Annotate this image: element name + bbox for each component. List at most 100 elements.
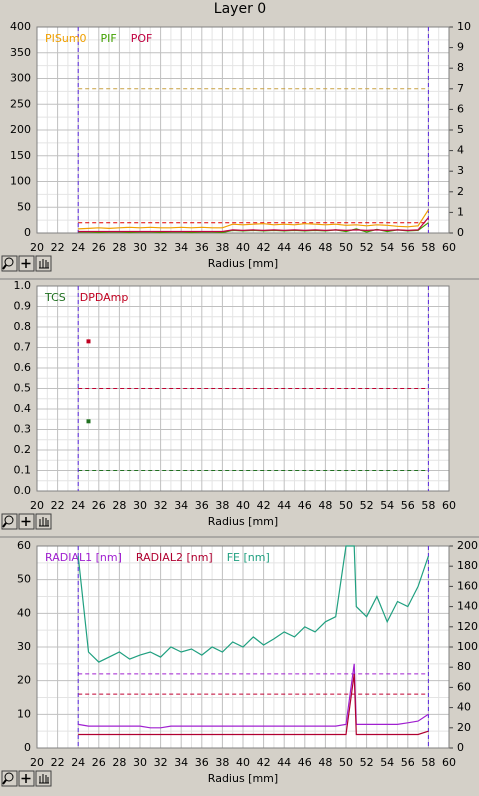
y-tick-label: 100 [10, 175, 31, 188]
x-tick-label: 34 [174, 499, 188, 512]
series-line [78, 663, 429, 729]
y-tick-label: 0.2 [14, 443, 32, 456]
x-tick-label: 30 [133, 499, 147, 512]
plot-frame [36, 26, 450, 234]
x-tick-label: 56 [401, 499, 415, 512]
y-tick-label: 200 [10, 123, 31, 136]
y-tick-label: 60 [17, 539, 31, 552]
x-tick-label: 40 [236, 499, 250, 512]
y2-tick-label: 100 [457, 640, 478, 653]
hand-icon [39, 774, 49, 784]
x-tick-label: 24 [71, 499, 85, 512]
x-tick-label: 46 [298, 756, 312, 769]
y2-tick-label: 160 [457, 579, 478, 592]
x-tick-label: 36 [195, 241, 209, 254]
y2-tick-label: 9 [457, 41, 464, 54]
y-tick-label: 0.7 [14, 341, 32, 354]
plus-icon [21, 259, 31, 268]
plot-frame [36, 545, 450, 749]
x-tick-label: 52 [360, 241, 374, 254]
x-tick-label: 42 [257, 499, 271, 512]
x-tick-label: 48 [318, 756, 332, 769]
y-tick-label: 300 [10, 72, 31, 85]
y-tick-label: 50 [17, 573, 31, 586]
y-tick-label: 0.9 [14, 300, 32, 313]
y2-tick-label: 2 [457, 185, 464, 198]
x-tick-label: 50 [339, 499, 353, 512]
x-tick-label: 52 [360, 756, 374, 769]
y2-tick-label: 6 [457, 102, 464, 115]
x-tick-label: 42 [257, 756, 271, 769]
x-tick-label: 50 [339, 756, 353, 769]
point [86, 339, 91, 344]
x-tick-label: 24 [71, 241, 85, 254]
hand-icon [39, 517, 49, 527]
y-tick-label: 30 [17, 640, 31, 653]
zoom-icon [2, 264, 7, 270]
x-tick-label: 20 [30, 241, 44, 254]
x-tick-label: 32 [154, 499, 168, 512]
x-tick-label: 28 [112, 499, 126, 512]
y2-tick-label: 180 [457, 559, 478, 572]
legend-entry: RADIAL2 [nm] [136, 551, 213, 564]
y2-tick-label: 1 [457, 205, 464, 218]
legend-entry: RADIAL1 [nm] [45, 551, 122, 564]
y2-tick-label: 8 [457, 61, 464, 74]
x-tick-label: 20 [30, 756, 44, 769]
x-tick-label: 36 [195, 756, 209, 769]
x-tick-label: 38 [215, 499, 229, 512]
x-tick-label: 28 [112, 241, 126, 254]
y2-tick-label: 40 [457, 701, 471, 714]
y-tick-label: 50 [17, 200, 31, 213]
x-tick-label: 52 [360, 499, 374, 512]
x-tick-label: 44 [277, 499, 291, 512]
x-axis-label: Radius [mm] [208, 257, 278, 270]
x-tick-label: 60 [442, 756, 456, 769]
x-tick-label: 24 [71, 756, 85, 769]
y-tick-label: 0.1 [14, 464, 32, 477]
series-line [78, 217, 429, 233]
x-tick-label: 22 [51, 499, 65, 512]
x-tick-label: 36 [195, 499, 209, 512]
y-tick-label: 20 [17, 674, 31, 687]
legend-entry: POF [131, 32, 153, 45]
x-tick-label: 46 [298, 499, 312, 512]
x-tick-label: 22 [51, 756, 65, 769]
y-tick-label: 0.5 [14, 382, 32, 395]
x-tick-label: 58 [421, 499, 435, 512]
y2-tick-label: 120 [457, 620, 478, 633]
x-tick-label: 56 [401, 241, 415, 254]
x-axis-label: Radius [mm] [208, 515, 278, 528]
x-tick-label: 32 [154, 241, 168, 254]
x-tick-label: 48 [318, 499, 332, 512]
x-tick-label: 50 [339, 241, 353, 254]
y-tick-label: 400 [10, 20, 31, 33]
plus-icon [21, 774, 31, 783]
x-tick-label: 56 [401, 756, 415, 769]
x-tick-label: 44 [277, 756, 291, 769]
legend-entry: PIF [101, 32, 117, 45]
x-tick-label: 26 [92, 499, 106, 512]
y-tick-label: 0.4 [14, 402, 32, 415]
series-line [78, 673, 429, 736]
y-tick-label: 1.0 [14, 279, 32, 292]
x-tick-label: 48 [318, 241, 332, 254]
x-tick-label: 20 [30, 499, 44, 512]
y2-tick-label: 0 [457, 226, 464, 239]
x-tick-label: 38 [215, 756, 229, 769]
x-tick-label: 28 [112, 756, 126, 769]
x-tick-label: 40 [236, 756, 250, 769]
y2-tick-label: 4 [457, 144, 464, 157]
y-tick-label: 150 [10, 149, 31, 162]
zoom-icon [4, 515, 14, 525]
legend-entry: PISum0 [45, 32, 87, 45]
y-tick-label: 0 [24, 226, 31, 239]
y-tick-label: 40 [17, 606, 31, 619]
x-tick-label: 58 [421, 241, 435, 254]
x-tick-label: 34 [174, 241, 188, 254]
y-tick-label: 350 [10, 46, 31, 59]
y2-tick-label: 7 [457, 82, 464, 95]
x-tick-label: 22 [51, 241, 65, 254]
